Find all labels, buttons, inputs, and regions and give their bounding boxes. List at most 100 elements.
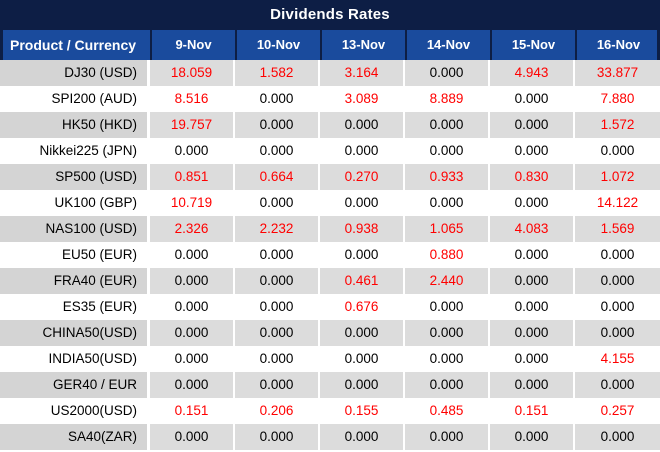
table-row: HK50 (HKD) 19.757 0.000 0.000 0.000 0.000 1.5… bbox=[0, 112, 660, 138]
value-cell: 0.000 bbox=[405, 424, 490, 450]
table-row: SA40(ZAR) 0.000 0.000 0.000 0.000 0.000 0.000 bbox=[0, 424, 660, 450]
product-cell: INDIA50(USD) bbox=[0, 346, 150, 372]
value-cell: 3.164 bbox=[320, 60, 405, 86]
value-cell: 0.000 bbox=[405, 372, 490, 398]
product-cell: SA40(ZAR) bbox=[0, 424, 150, 450]
column-header-date: 15-Nov bbox=[490, 30, 575, 60]
value-cell: 0.000 bbox=[150, 372, 235, 398]
value-cell: 0.000 bbox=[490, 112, 575, 138]
value-cell: 1.569 bbox=[575, 216, 660, 242]
value-cell: 0.000 bbox=[235, 190, 320, 216]
value-cell: 0.000 bbox=[150, 268, 235, 294]
value-cell: 0.000 bbox=[405, 346, 490, 372]
value-cell: 0.000 bbox=[575, 320, 660, 346]
table-row: CHINA50(USD) 0.000 0.000 0.000 0.000 0.000 0.… bbox=[0, 320, 660, 346]
value-cell: 0.000 bbox=[320, 190, 405, 216]
value-cell: 2.440 bbox=[405, 268, 490, 294]
table-row: US2000(USD) 0.151 0.206 0.155 0.485 0.151 0.2… bbox=[0, 398, 660, 424]
value-cell: 0.000 bbox=[320, 372, 405, 398]
value-cell: 0.155 bbox=[320, 398, 405, 424]
value-cell: 0.000 bbox=[235, 320, 320, 346]
value-cell: 0.000 bbox=[150, 424, 235, 450]
value-cell: 1.572 bbox=[575, 112, 660, 138]
product-cell: CHINA50(USD) bbox=[0, 320, 150, 346]
value-cell: 0.000 bbox=[320, 112, 405, 138]
table-body: DJ30 (USD) 18.059 1.582 3.164 0.000 4.943 33.… bbox=[0, 60, 660, 450]
table-row: ES35 (EUR) 0.000 0.000 0.676 0.000 0.000 0.00… bbox=[0, 294, 660, 320]
value-cell: 33.877 bbox=[575, 60, 660, 86]
column-header-product: Product / Currency bbox=[10, 37, 137, 53]
value-cell: 0.000 bbox=[490, 138, 575, 164]
value-cell: 19.757 bbox=[150, 112, 235, 138]
table-row: SP500 (USD) 0.851 0.664 0.270 0.933 0.830 1.0… bbox=[0, 164, 660, 190]
value-cell: 0.000 bbox=[575, 424, 660, 450]
product-cell: US2000(USD) bbox=[0, 398, 150, 424]
value-cell: 0.000 bbox=[490, 346, 575, 372]
value-cell: 0.000 bbox=[320, 320, 405, 346]
value-cell: 0.151 bbox=[150, 398, 235, 424]
value-cell: 0.000 bbox=[150, 242, 235, 268]
table-row: DJ30 (USD) 18.059 1.582 3.164 0.000 4.943 33.… bbox=[0, 60, 660, 86]
value-cell: 0.485 bbox=[405, 398, 490, 424]
value-cell: 0.151 bbox=[490, 398, 575, 424]
value-cell: 7.880 bbox=[575, 86, 660, 112]
value-cell: 0.000 bbox=[235, 372, 320, 398]
value-cell: 0.000 bbox=[405, 60, 490, 86]
value-cell: 0.000 bbox=[235, 112, 320, 138]
value-cell: 2.326 bbox=[150, 216, 235, 242]
table-row: FRA40 (EUR) 0.000 0.000 0.461 2.440 0.000 0.0… bbox=[0, 268, 660, 294]
value-cell: 4.083 bbox=[490, 216, 575, 242]
table-row: Nikkei225 (JPN) 0.000 0.000 0.000 0.000 0.00… bbox=[0, 138, 660, 164]
table-row: INDIA50(USD) 0.000 0.000 0.000 0.000 0.000 4.… bbox=[0, 346, 660, 372]
product-cell: FRA40 (EUR) bbox=[0, 268, 150, 294]
product-cell: Nikkei225 (JPN) bbox=[0, 138, 150, 164]
table-row: UK100 (GBP) 10.719 0.000 0.000 0.000 0.000 14… bbox=[0, 190, 660, 216]
value-cell: 0.000 bbox=[235, 346, 320, 372]
value-cell: 0.938 bbox=[320, 216, 405, 242]
column-header-date: 16-Nov bbox=[575, 30, 660, 60]
value-cell: 0.000 bbox=[320, 138, 405, 164]
value-cell: 0.000 bbox=[320, 242, 405, 268]
value-cell: 0.000 bbox=[405, 190, 490, 216]
table-row: EU50 (EUR) 0.000 0.000 0.000 0.880 0.000 0.00… bbox=[0, 242, 660, 268]
value-cell: 0.000 bbox=[575, 242, 660, 268]
value-cell: 0.000 bbox=[490, 294, 575, 320]
value-cell: 4.155 bbox=[575, 346, 660, 372]
value-cell: 14.122 bbox=[575, 190, 660, 216]
column-header-date: 9-Nov bbox=[150, 30, 235, 60]
value-cell: 10.719 bbox=[150, 190, 235, 216]
value-cell: 0.000 bbox=[405, 320, 490, 346]
value-cell: 0.000 bbox=[575, 138, 660, 164]
value-cell: 0.000 bbox=[150, 320, 235, 346]
value-cell: 0.000 bbox=[235, 86, 320, 112]
product-cell: NAS100 (USD) bbox=[0, 216, 150, 242]
value-cell: 0.000 bbox=[320, 346, 405, 372]
value-cell: 0.000 bbox=[150, 346, 235, 372]
value-cell: 0.270 bbox=[320, 164, 405, 190]
value-cell: 1.582 bbox=[235, 60, 320, 86]
value-cell: 0.000 bbox=[490, 372, 575, 398]
product-cell: ES35 (EUR) bbox=[0, 294, 150, 320]
value-cell: 0.000 bbox=[235, 138, 320, 164]
product-cell: SP500 (USD) bbox=[0, 164, 150, 190]
value-cell: 0.206 bbox=[235, 398, 320, 424]
product-cell: UK100 (GBP) bbox=[0, 190, 150, 216]
value-cell: 0.000 bbox=[150, 294, 235, 320]
product-cell: SPI200 (AUD) bbox=[0, 86, 150, 112]
value-cell: 0.830 bbox=[490, 164, 575, 190]
value-cell: 0.000 bbox=[490, 86, 575, 112]
value-cell: 18.059 bbox=[150, 60, 235, 86]
value-cell: 0.257 bbox=[575, 398, 660, 424]
value-cell: 1.065 bbox=[405, 216, 490, 242]
table-row: GER40 / EUR 0.000 0.000 0.000 0.000 0.000 0.0… bbox=[0, 372, 660, 398]
table-title: Dividends Rates bbox=[0, 0, 660, 30]
value-cell: 0.880 bbox=[405, 242, 490, 268]
value-cell: 0.000 bbox=[235, 294, 320, 320]
value-cell: 0.000 bbox=[575, 268, 660, 294]
column-header-date: 10-Nov bbox=[235, 30, 320, 60]
value-cell: 0.000 bbox=[235, 268, 320, 294]
value-cell: 1.072 bbox=[575, 164, 660, 190]
value-cell: 3.089 bbox=[320, 86, 405, 112]
value-cell: 2.232 bbox=[235, 216, 320, 242]
column-header-date: 14-Nov bbox=[405, 30, 490, 60]
